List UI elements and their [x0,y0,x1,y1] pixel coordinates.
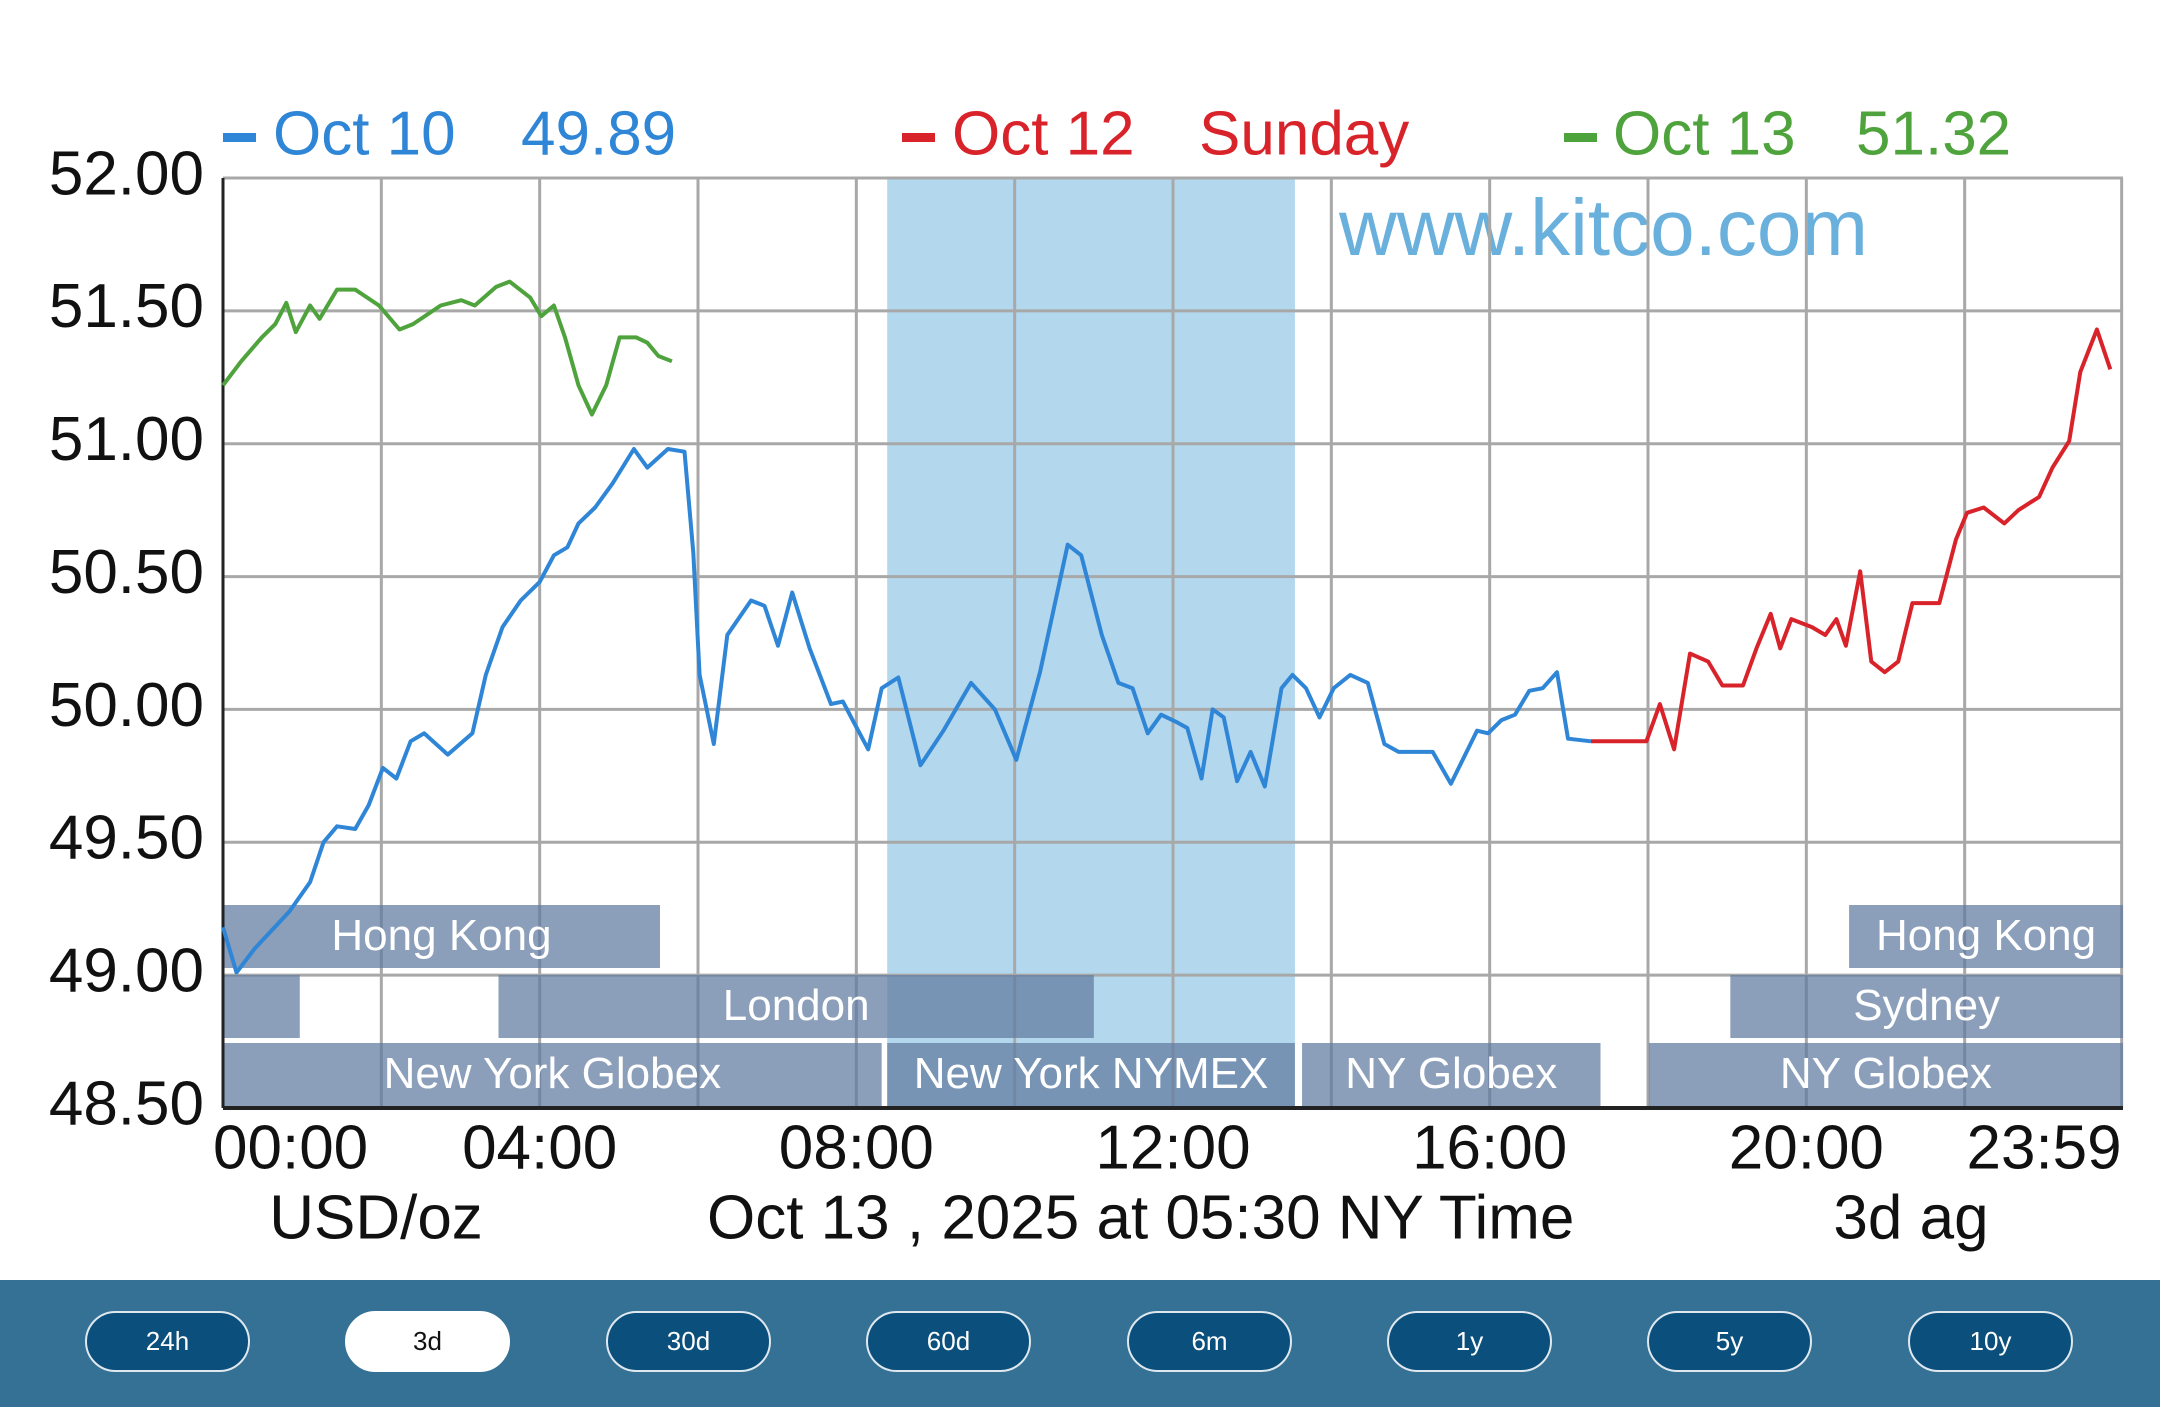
legend-name: Oct 13 [1613,99,1796,168]
range-button[interactable]: 1y [1387,1311,1552,1372]
x-tick-label: 16:00 [1412,1113,1567,1182]
subtitle: Oct 13 , 2025 at 05:30 NY Time [707,1183,1574,1252]
session-label: Hong Kong [1876,911,2096,960]
session-band [1730,975,2123,1038]
session-label: New York Globex [384,1049,722,1098]
price-line [221,279,673,417]
session-band [498,975,1094,1038]
range-button[interactable]: 10y [1908,1311,2073,1372]
x-tick-label: 00:00 [213,1113,368,1182]
unit-label: USD/oz [269,1183,483,1252]
y-tick-label: 50.50 [49,538,204,607]
legend-value: 49.89 [521,99,676,168]
y-tick-label: 49.50 [49,804,204,873]
y-tick-label: 51.50 [49,272,204,341]
range-button[interactable]: 60d [866,1311,1031,1372]
y-tick-label: 49.00 [49,937,204,1006]
session-band [223,975,300,1038]
session-band [1648,1043,2123,1106]
session-label: NY Globex [1780,1049,1992,1098]
x-tick-label: 04:00 [462,1113,617,1182]
legend-value: Sunday [1199,99,1409,168]
legend-value: 51.32 [1856,99,2011,168]
x-tick-label: 23:59 [1966,1113,2121,1182]
range-button[interactable]: 3d [345,1311,510,1372]
y-tick-label: 52.00 [49,139,204,208]
session-shade [887,178,1295,1108]
legend-swatch [902,133,935,142]
session-band [1302,1043,1601,1106]
chart: www.kitco.com USD/oz Oct 13 , 2025 at 05… [49,99,2124,1252]
session-band [223,905,660,968]
range-button[interactable]: 5y [1647,1311,1812,1372]
session-label: London [723,981,870,1030]
legend-name: Oct 12 [952,99,1135,168]
x-tick-label: 20:00 [1729,1113,1884,1182]
session-band [1849,905,2123,968]
price-line [1591,327,2113,752]
session-label: Hong Kong [331,911,551,960]
note: 3d ag [1833,1183,1988,1252]
y-tick-label: 48.50 [49,1069,204,1138]
range-button[interactable]: 24h [85,1311,250,1372]
range-bar: 24h 3d 30d 60d 6m 1y 5y 10y [0,1280,2160,1407]
legend-swatch [223,133,256,142]
session-band [887,1043,1295,1106]
session-label: Sydney [1853,981,2000,1030]
x-tick-label: 08:00 [779,1113,934,1182]
watermark: www.kitco.com [1338,183,1868,272]
legend-swatch [1564,133,1597,142]
y-tick-label: 51.00 [49,405,204,474]
session-label: NY Globex [1345,1049,1557,1098]
session-label: New York NYMEX [914,1049,1269,1098]
y-tick-label: 50.00 [49,671,204,740]
legend-name: Oct 10 [273,99,456,168]
range-button[interactable]: 6m [1127,1311,1292,1372]
x-tick-label: 12:00 [1095,1113,1250,1182]
range-button[interactable]: 30d [606,1311,771,1372]
price-line [221,447,1592,975]
session-band [223,1043,882,1106]
